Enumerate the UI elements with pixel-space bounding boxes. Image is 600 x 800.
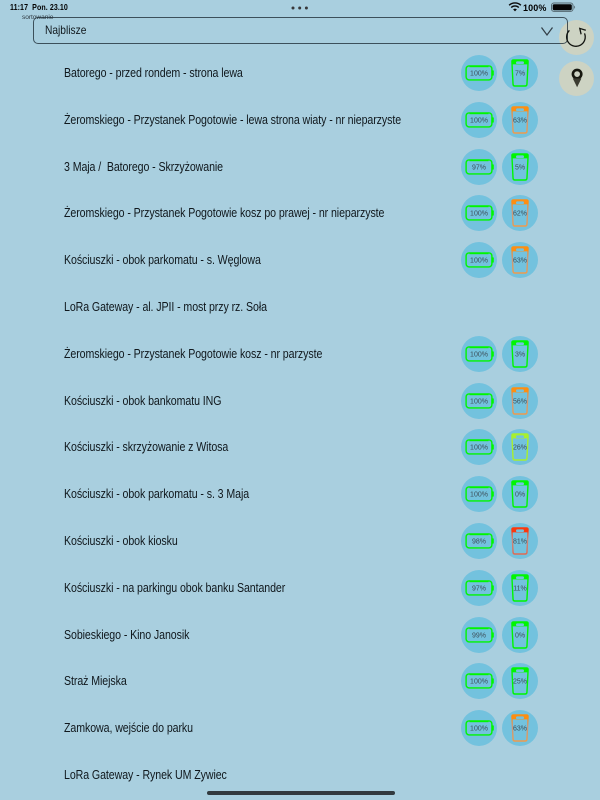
svg-text:97%: 97% [472,164,486,171]
svg-text:100%: 100% [470,351,488,358]
svg-text:63%: 63% [513,726,527,733]
svg-text:100%: 100% [470,726,488,733]
svg-text:99%: 99% [472,632,486,639]
svg-text:26%: 26% [513,445,527,452]
svg-text:100%: 100% [470,211,488,218]
svg-text:100%: 100% [470,258,488,265]
svg-text:56%: 56% [513,398,527,405]
svg-text:7%: 7% [515,71,525,78]
svg-text:100%: 100% [470,492,488,499]
svg-text:25%: 25% [513,679,527,686]
svg-text:100%: 100% [470,117,488,124]
svg-text:0%: 0% [515,632,525,639]
svg-text:100%: 100% [470,679,488,686]
svg-text:0%: 0% [515,492,525,499]
svg-text:97%: 97% [472,585,486,592]
svg-text:63%: 63% [513,258,527,265]
svg-text:3%: 3% [515,351,525,358]
svg-text:100%: 100% [470,398,488,405]
svg-text:11%: 11% [513,585,527,592]
svg-text:100%: 100% [470,71,488,78]
svg-text:5%: 5% [515,164,525,171]
svg-text:98%: 98% [472,539,486,546]
svg-text:62%: 62% [513,211,527,218]
svg-text:63%: 63% [513,117,527,124]
svg-text:81%: 81% [513,539,527,546]
svg-text:100%: 100% [470,445,488,452]
